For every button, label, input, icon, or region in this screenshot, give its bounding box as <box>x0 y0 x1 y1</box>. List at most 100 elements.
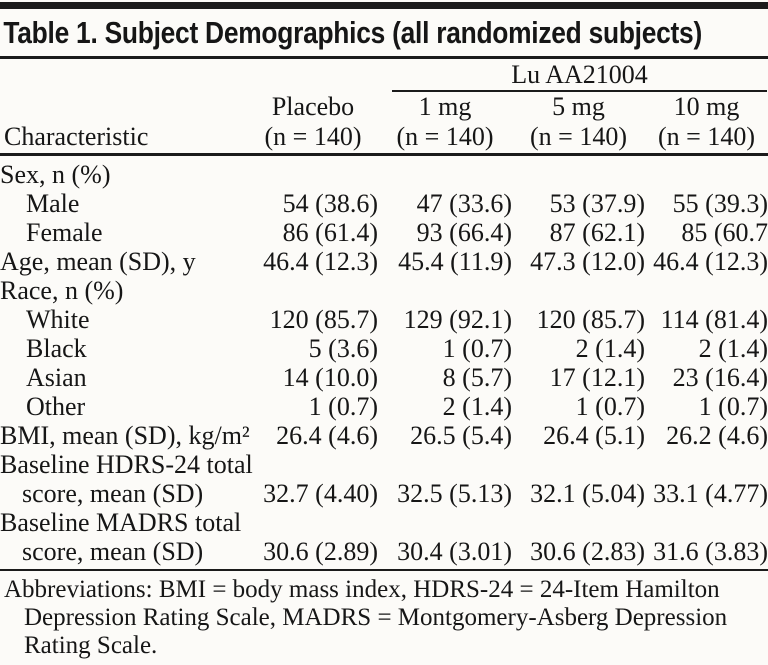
cell-value: 54 (38.6) <box>282 189 378 218</box>
cell-value: 32.1 (5.04) <box>530 479 645 508</box>
column-header-row: Placebo 1 mg 5 mg 10 mg <box>0 92 768 122</box>
cell-value: 1 (0.7) <box>442 334 512 363</box>
table-row-male: Male 54 (38.6) 47 (33.6) 53 (37.9) 55 (3… <box>0 189 768 218</box>
row-label: Baseline MADRS total score, mean (SD) <box>0 508 248 566</box>
cell-value: 114 (81.4) <box>660 305 768 334</box>
table-row-bmi: BMI, mean (SD), kg/m² 26.4 (4.6) 26.5 (5… <box>0 421 768 450</box>
cell-value: 2 (1.4) <box>698 334 768 363</box>
cell-value: 30.6 (2.89) <box>263 537 378 566</box>
group-header-spacer <box>0 59 378 92</box>
row-label-line2: score, mean (SD) <box>22 479 204 508</box>
col-header-10mg: 10 mg <box>673 92 740 121</box>
cell-value: 53 (37.9) <box>549 189 645 218</box>
table-row-madrs: Baseline MADRS total score, mean (SD) 30… <box>0 508 768 566</box>
footnote-rule <box>0 569 768 571</box>
cell-value: 86 (61.4) <box>282 218 378 247</box>
cell-value: 1 (0.7) <box>308 392 378 421</box>
row-label-line1: Baseline MADRS total <box>0 508 242 537</box>
footnote-line: Depression Rating Scale, MADRS = Montgom… <box>24 604 728 631</box>
cell-value: 31.6 (3.83) <box>653 537 768 566</box>
row-label: Black <box>26 334 87 363</box>
cell-value: 129 (92.1) <box>403 305 512 334</box>
table-row-race: Race, n (%) <box>0 276 768 305</box>
row-label: Asian <box>26 363 87 392</box>
column-n-row: Characteristic (n = 140) (n = 140) (n = … <box>0 122 768 156</box>
col-header-placebo: Placebo <box>271 92 355 121</box>
row-label: White <box>26 305 90 334</box>
row-label: Age, mean (SD), y <box>0 247 196 276</box>
cell-value <box>512 155 645 190</box>
cell-value: 32.5 (5.13) <box>397 479 512 508</box>
cell-value: 120 (85.7) <box>536 305 645 334</box>
cell-value: 17 (12.1) <box>549 363 645 392</box>
cell-value: 26.4 (5.1) <box>543 421 645 450</box>
cell-value: 26.4 (4.6) <box>276 421 378 450</box>
cell-value: 45.4 (11.9) <box>398 247 512 276</box>
table-row-sex: Sex, n (%) <box>0 155 768 190</box>
row-label-line2: score, mean (SD) <box>22 537 204 566</box>
cell-value: 46.4 (12.3) <box>653 247 768 276</box>
cell-value <box>248 276 378 305</box>
footnote-line: Abbreviations: BMI = body mass index, HD… <box>4 576 720 603</box>
col-n-1mg: (n = 140) <box>378 122 512 156</box>
table-row-age: Age, mean (SD), y 46.4 (12.3) 45.4 (11.9… <box>0 247 768 276</box>
header-empty <box>0 92 248 122</box>
row-label: Baseline HDRS-24 total score, mean (SD) <box>0 450 253 508</box>
row-label: Sex, n (%) <box>0 160 111 189</box>
table-row-asian: Asian 14 (10.0) 8 (5.7) 17 (12.1) 23 (16… <box>0 363 768 392</box>
title-rule <box>0 56 768 59</box>
cell-value: 32.7 (4.40) <box>263 479 378 508</box>
col-n-placebo: (n = 140) <box>248 122 378 156</box>
cell-value <box>378 155 512 190</box>
col-n-5mg: (n = 140) <box>512 122 645 156</box>
cell-value: 26.5 (5.4) <box>410 421 512 450</box>
cell-value: 30.6 (2.83) <box>530 537 645 566</box>
cell-value <box>248 155 378 190</box>
row-label: Female <box>26 218 103 247</box>
table-row-black: Black 5 (3.6) 1 (0.7) 2 (1.4) 2 (1.4) <box>0 334 768 363</box>
cell-value <box>645 276 768 305</box>
cell-value: 47 (33.6) <box>416 189 512 218</box>
cell-value: 85 (60.7 <box>681 218 768 247</box>
row-label: BMI, mean (SD), kg/m² <box>0 421 250 450</box>
footnote-line: Rating Scale. <box>24 632 158 659</box>
abbreviations-footnote: Abbreviations: BMI = body mass index, HD… <box>0 571 768 662</box>
table-row-other: Other 1 (0.7) 2 (1.4) 1 (0.7) 1 (0.7) <box>0 392 768 421</box>
row-label: Other <box>26 392 86 421</box>
group-header-row: Lu AA21004 <box>0 59 768 92</box>
cell-value: 30.4 (3.01) <box>397 537 512 566</box>
col-header-1mg: 1 mg <box>418 92 472 121</box>
table-title: Table 1. Subject Demographics (all rando… <box>3 15 702 50</box>
demographics-table: Lu AA21004 Placebo 1 mg 5 mg 10 mg Chara… <box>0 59 768 566</box>
top-rule <box>0 2 768 9</box>
cell-value <box>645 155 768 190</box>
table-row-female: Female 86 (61.4) 93 (66.4) 87 (62.1) 85 … <box>0 218 768 247</box>
cell-value: 2 (1.4) <box>442 392 512 421</box>
cell-value: 87 (62.1) <box>549 218 645 247</box>
col-n-10mg: (n = 140) <box>645 122 768 156</box>
cell-value: 33.1 (4.77) <box>653 479 768 508</box>
cell-value <box>378 276 512 305</box>
cell-value: 55 (39.3) <box>672 189 768 218</box>
cell-value: 46.4 (12.3) <box>263 247 378 276</box>
table-row-white: White 120 (85.7) 129 (92.1) 120 (85.7) 1… <box>0 305 768 334</box>
col-header-characteristic: Characteristic <box>0 122 248 156</box>
cell-value: 2 (1.4) <box>575 334 645 363</box>
cell-value: 93 (66.4) <box>416 218 512 247</box>
row-label-line1: Baseline HDRS-24 total <box>0 450 253 479</box>
group-header-cell: Lu AA21004 <box>378 59 768 92</box>
table-row-hdrs: Baseline HDRS-24 total score, mean (SD) … <box>0 450 768 508</box>
col-header-5mg: 5 mg <box>552 92 605 121</box>
cell-value: 1 (0.7) <box>575 392 645 421</box>
row-label: Race, n (%) <box>0 276 124 305</box>
cell-value <box>512 276 645 305</box>
cell-value: 5 (3.6) <box>308 334 378 363</box>
cell-value: 14 (10.0) <box>282 363 378 392</box>
row-label: Male <box>26 189 80 218</box>
cell-value: 1 (0.7) <box>698 392 768 421</box>
cell-value: 120 (85.7) <box>269 305 378 334</box>
cell-value: 26.2 (4.6) <box>666 421 768 450</box>
cell-value: 8 (5.7) <box>442 363 512 392</box>
cell-value: 47.3 (12.0) <box>530 247 645 276</box>
